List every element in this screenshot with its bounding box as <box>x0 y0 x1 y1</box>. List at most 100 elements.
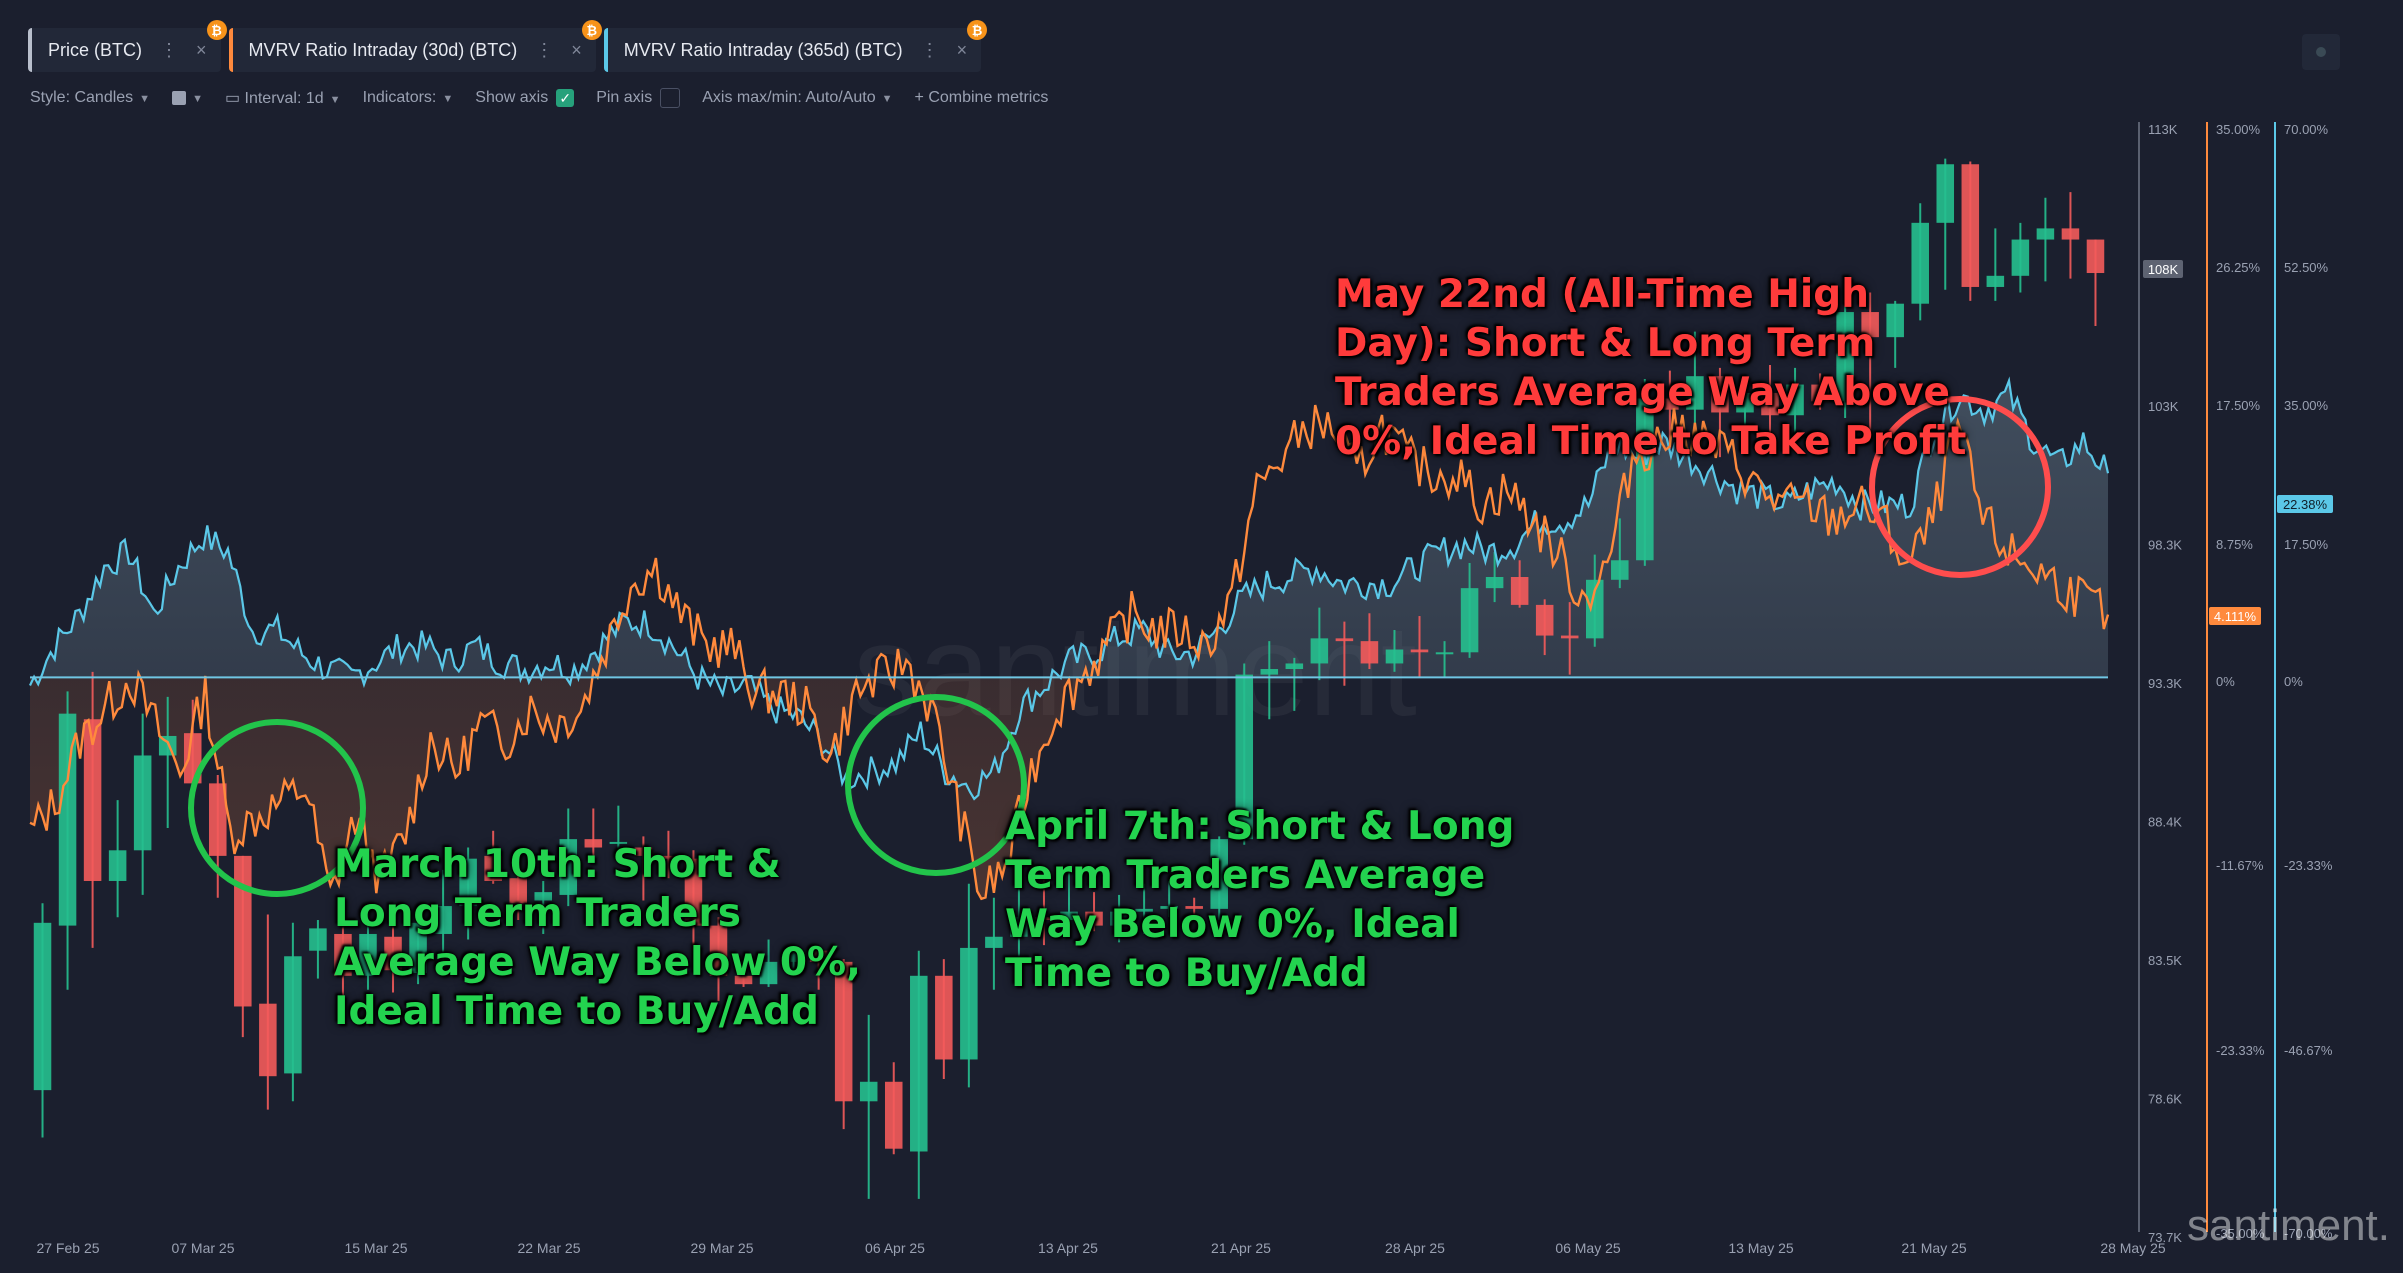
annotation-line: Long Term Traders <box>334 891 741 936</box>
price-candle <box>133 713 152 895</box>
chevron-down-icon: ▼ <box>139 93 151 105</box>
price-current-badge: 108K <box>2143 260 2183 278</box>
price-candle <box>209 775 227 898</box>
pin-axis-toggle[interactable]: Pin axis <box>596 88 681 108</box>
tab-price-btc[interactable]: Price (BTC) ⋮ × ₿ <box>28 20 227 72</box>
price-candle <box>1060 869 1078 934</box>
axes: 113K 108K 103K 98.3K 93.3K 88.4K 83.5K 78.6K 73.… <box>36 122 2333 1256</box>
green-highlight-circle <box>188 719 366 897</box>
x-tick-label: 06 Apr 25 <box>865 1240 925 1256</box>
mvrv-30d-tick-label: -35.00% <box>2216 1226 2265 1241</box>
annotation-line: Way Below 0%, Ideal <box>1005 902 1460 947</box>
price-candle <box>1185 897 1203 921</box>
price-candle <box>1961 161 1980 301</box>
tab-mvrv-30d[interactable]: MVRV Ratio Intraday (30d) (BTC) ⋮ × ₿ <box>228 20 602 72</box>
price-candle <box>935 959 953 1079</box>
x-tick-label: 28 May 25 <box>2100 1240 2166 1256</box>
interval-dropdown[interactable]: ▭ Interval: 1d ▼ <box>224 90 341 107</box>
chevron-down-icon: ▼ <box>442 93 454 105</box>
price-candle <box>1936 158 1955 290</box>
mvrv-lines <box>29 376 2110 901</box>
price-candle <box>1360 613 1379 670</box>
x-tick-label: 13 May 25 <box>1728 1240 1794 1256</box>
mvrv-30d-current-badge: 4.111% <box>2209 607 2261 625</box>
plus-icon: + <box>914 89 929 106</box>
price-candle <box>58 691 77 990</box>
mvrv-30d-tick-label: 8.75% <box>2216 537 2253 552</box>
annotation-line: Day): Short & Long Term <box>1335 321 1876 366</box>
combine-metrics-button[interactable]: + Combine metrics <box>914 89 1049 106</box>
price-candle <box>659 830 678 879</box>
mvrv-365d-tick-label: -70.00% <box>2284 1226 2333 1241</box>
chevron-down-icon: ▼ <box>881 93 893 105</box>
close-icon[interactable]: × <box>956 39 968 60</box>
price-candle <box>684 850 703 951</box>
annotation-line: 0%, Ideal Time to Take Profit <box>1335 419 1967 464</box>
tab-mvrv-365d[interactable]: MVRV Ratio Intraday (365d) (BTC) ⋮ × ₿ <box>603 20 988 72</box>
style-dropdown[interactable]: Style: Candles ▼ <box>30 89 151 106</box>
mvrv-30d-tick-label: 26.25% <box>2216 260 2261 275</box>
mvrv-365d-tick-label: 70.00% <box>2284 122 2329 137</box>
annotation-april-7: April 7th: Short & Long Term Traders Ave… <box>1005 802 1514 998</box>
indicators-dropdown[interactable]: Indicators: ▼ <box>362 89 454 106</box>
checkbox-checked-icon[interactable]: ✓ <box>556 88 575 107</box>
price-candle <box>1260 641 1279 720</box>
price-candle <box>1686 331 1704 435</box>
price-candle <box>634 836 653 901</box>
chart-toolbar: Style: Candles ▼ ▼ ▭ Interval: 1d ▼ Indica… <box>30 86 1048 110</box>
mvrv-365d-current-badge: 22.38% <box>2277 495 2333 513</box>
price-candle <box>1786 367 1804 446</box>
price-candle <box>1210 836 1228 921</box>
mvrv-30d-tick-label: -23.33% <box>2216 1043 2265 1058</box>
annotation-line: Average Way Below 0%, <box>334 940 861 985</box>
price-candle <box>509 850 527 921</box>
bitcoin-icon: ₿ <box>581 20 602 40</box>
price-candle <box>1160 880 1178 918</box>
metric-tabs: Price (BTC) ⋮ × ₿ MVRV Ratio Intraday (3… <box>28 20 988 72</box>
annotation-line: Traders Average Way Above <box>1335 370 1950 415</box>
price-tick-label: 88.4K <box>2148 815 2182 830</box>
price-candle <box>1410 616 1429 678</box>
mvrv-365d-tick-label: -46.67% <box>2284 1043 2333 1058</box>
dot-icon <box>2316 47 2326 57</box>
chevron-down-icon: ▼ <box>192 93 203 105</box>
tab-label: MVRV Ratio Intraday (30d) (BTC) <box>248 39 518 60</box>
close-icon[interactable]: × <box>196 39 207 60</box>
more-icon[interactable]: ⋮ <box>160 39 178 60</box>
price-candle <box>284 922 302 1102</box>
status-indicator-button[interactable] <box>2302 34 2340 70</box>
price-candle <box>1485 551 1504 603</box>
show-axis-toggle[interactable]: Show axis ✓ <box>475 88 575 107</box>
price-candle <box>1611 518 1629 589</box>
price-candle <box>1085 892 1103 932</box>
color-dropdown[interactable]: ▼ <box>172 89 203 107</box>
annotation-line: Term Traders Average <box>1005 853 1486 898</box>
mvrv-365d-tick-label: -23.33% <box>2284 858 2333 873</box>
axis-maxmin-dropdown[interactable]: Axis max/min: Auto/Auto ▼ <box>702 89 893 106</box>
price-candle <box>1911 203 1929 321</box>
price-candle <box>834 959 853 1130</box>
price-candle <box>108 800 127 918</box>
price-candle <box>2011 222 2030 293</box>
price-candle <box>584 808 603 859</box>
annotation-line: Time to Buy/Add <box>1005 951 1368 996</box>
price-candle <box>1986 228 2005 301</box>
price-candle <box>459 847 477 940</box>
more-icon[interactable]: ⋮ <box>535 39 554 60</box>
price-candle <box>1535 599 1554 656</box>
close-icon[interactable]: × <box>571 39 582 60</box>
price-candle <box>2036 197 2055 282</box>
more-icon[interactable]: ⋮ <box>920 39 939 60</box>
price-candle <box>384 922 402 993</box>
mvrv-365d-tick-label: 17.50% <box>2284 537 2329 552</box>
price-candle <box>334 914 352 1013</box>
annotation-line: Ideal Time to Buy/Add <box>334 989 819 1034</box>
price-tick-label: 103K <box>2148 399 2179 414</box>
mvrv-30d-tick-label: 0% <box>2216 674 2235 689</box>
price-candle <box>709 917 728 1001</box>
price-candle <box>1235 663 1254 845</box>
mvrv-30d-tick-label: -11.67% <box>2216 858 2264 873</box>
chevron-down-icon: ▼ <box>329 94 341 106</box>
checkbox-unchecked-icon[interactable] <box>660 88 681 108</box>
